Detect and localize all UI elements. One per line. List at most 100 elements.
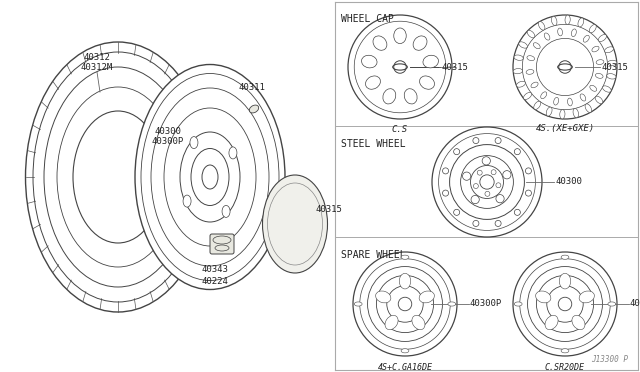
- Circle shape: [482, 157, 490, 165]
- Ellipse shape: [26, 42, 211, 312]
- Text: 40300: 40300: [555, 177, 582, 186]
- Ellipse shape: [607, 60, 617, 65]
- Ellipse shape: [580, 94, 586, 101]
- Ellipse shape: [538, 22, 545, 30]
- Ellipse shape: [541, 92, 547, 99]
- Ellipse shape: [383, 89, 396, 104]
- Ellipse shape: [536, 291, 551, 303]
- Circle shape: [480, 175, 494, 189]
- Text: 40315: 40315: [601, 62, 628, 71]
- Ellipse shape: [448, 302, 456, 306]
- Ellipse shape: [215, 245, 229, 251]
- Ellipse shape: [515, 302, 522, 306]
- Ellipse shape: [557, 28, 563, 36]
- Ellipse shape: [135, 64, 285, 289]
- Ellipse shape: [413, 36, 427, 50]
- Ellipse shape: [545, 315, 558, 330]
- Ellipse shape: [579, 291, 595, 303]
- Ellipse shape: [554, 97, 559, 105]
- Ellipse shape: [262, 175, 328, 273]
- Ellipse shape: [527, 56, 534, 61]
- Circle shape: [454, 209, 460, 215]
- Text: J13300 P: J13300 P: [591, 355, 628, 364]
- Circle shape: [473, 221, 479, 227]
- Text: 40315: 40315: [441, 62, 468, 71]
- Circle shape: [463, 172, 471, 180]
- Ellipse shape: [534, 101, 541, 109]
- Ellipse shape: [565, 15, 570, 25]
- Ellipse shape: [365, 76, 380, 89]
- Circle shape: [525, 168, 531, 174]
- Ellipse shape: [229, 147, 237, 159]
- Ellipse shape: [592, 46, 599, 52]
- Ellipse shape: [605, 47, 614, 53]
- Ellipse shape: [524, 92, 532, 99]
- Ellipse shape: [533, 43, 540, 49]
- Circle shape: [398, 297, 412, 311]
- Ellipse shape: [561, 349, 569, 353]
- Ellipse shape: [544, 33, 550, 40]
- Ellipse shape: [385, 315, 398, 330]
- Ellipse shape: [595, 73, 603, 78]
- Circle shape: [473, 138, 479, 144]
- Text: STEEL WHEEL: STEEL WHEEL: [341, 139, 406, 149]
- Ellipse shape: [559, 273, 571, 289]
- Circle shape: [515, 149, 520, 155]
- Text: SPARE WHEEL: SPARE WHEEL: [341, 250, 406, 260]
- Text: 40300P: 40300P: [470, 299, 502, 308]
- Circle shape: [559, 61, 572, 73]
- Ellipse shape: [376, 291, 391, 303]
- Text: 40311: 40311: [239, 83, 266, 92]
- Ellipse shape: [222, 205, 230, 217]
- Ellipse shape: [608, 302, 616, 306]
- Text: 40343: 40343: [202, 264, 228, 273]
- Circle shape: [491, 170, 496, 175]
- Text: 4S.(XE+GXE): 4S.(XE+GXE): [536, 125, 595, 134]
- Ellipse shape: [373, 36, 387, 50]
- Ellipse shape: [589, 25, 596, 33]
- Circle shape: [477, 170, 482, 175]
- Text: 40224: 40224: [202, 278, 228, 286]
- Circle shape: [503, 171, 511, 179]
- Ellipse shape: [516, 81, 525, 87]
- Ellipse shape: [401, 255, 409, 259]
- Text: 40312M: 40312M: [81, 62, 113, 71]
- Text: 40300: 40300: [155, 128, 181, 137]
- Ellipse shape: [250, 105, 259, 113]
- Ellipse shape: [572, 315, 585, 330]
- Ellipse shape: [394, 28, 406, 44]
- Ellipse shape: [213, 236, 231, 244]
- Ellipse shape: [362, 55, 377, 68]
- Circle shape: [442, 190, 449, 196]
- Ellipse shape: [526, 70, 534, 74]
- Ellipse shape: [183, 195, 191, 207]
- Text: C.SR20DE: C.SR20DE: [545, 362, 585, 372]
- Ellipse shape: [573, 109, 579, 118]
- Ellipse shape: [355, 302, 362, 306]
- FancyBboxPatch shape: [210, 234, 234, 254]
- Ellipse shape: [578, 18, 584, 27]
- Circle shape: [454, 149, 460, 155]
- Ellipse shape: [190, 137, 198, 148]
- Text: 40300P: 40300P: [152, 138, 184, 147]
- Text: 40312: 40312: [84, 52, 111, 61]
- Text: 4S+C.GA16DE: 4S+C.GA16DE: [378, 362, 433, 372]
- Circle shape: [471, 195, 479, 204]
- Text: 40300P: 40300P: [630, 299, 640, 308]
- Ellipse shape: [531, 82, 538, 88]
- Ellipse shape: [596, 60, 604, 64]
- Ellipse shape: [560, 110, 565, 119]
- Ellipse shape: [607, 74, 616, 79]
- Ellipse shape: [404, 89, 417, 104]
- Ellipse shape: [399, 273, 411, 289]
- Ellipse shape: [513, 68, 522, 74]
- Ellipse shape: [598, 35, 607, 42]
- Ellipse shape: [583, 35, 589, 42]
- Circle shape: [496, 195, 504, 203]
- Circle shape: [495, 138, 501, 144]
- Circle shape: [485, 191, 490, 196]
- Ellipse shape: [603, 86, 611, 92]
- Ellipse shape: [561, 255, 569, 259]
- Circle shape: [394, 61, 406, 73]
- Ellipse shape: [401, 349, 409, 353]
